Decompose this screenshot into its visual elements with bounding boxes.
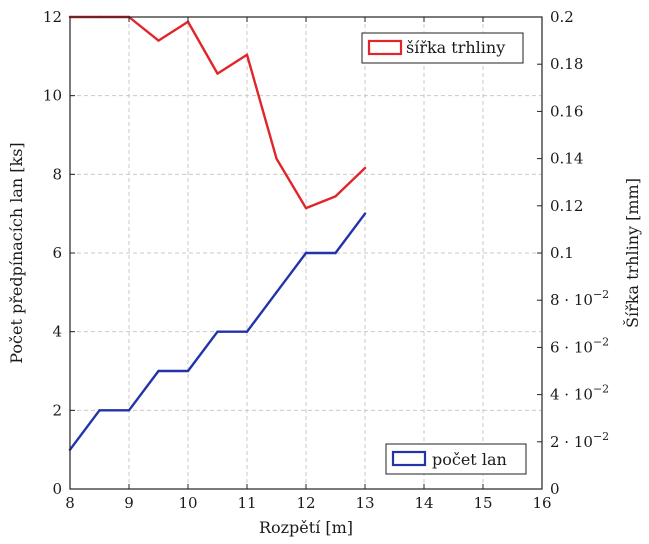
x-axis-title: Rozpětí [m]	[259, 518, 353, 537]
y-right-tick-label-9: 0.18	[550, 55, 583, 73]
legend-label-crack-width: šířka trhliny	[406, 38, 505, 57]
series-1-point-3	[157, 369, 160, 373]
series-1-point-9	[334, 251, 337, 255]
series-0-point-3	[157, 39, 160, 42]
y-right-axis-title: Šířka trhliny [mm]	[622, 178, 642, 328]
y-right-tick-label-3: 6 · 10−2	[550, 335, 609, 356]
legend-cable-count: počet lan	[385, 443, 527, 475]
x-tick-label-4: 12	[296, 494, 315, 512]
series-1-point-10	[363, 212, 367, 215]
series-1-point-7	[275, 291, 278, 294]
series-line-0	[68, 15, 367, 210]
y-left-axis-title: Počet předpínacích lan [ks]	[7, 142, 26, 363]
y-left-tick-label-2: 4	[52, 323, 62, 341]
legend-crack-width: šířka trhliny	[361, 32, 524, 64]
x-tick-label-1: 9	[124, 494, 134, 512]
series-0-point-10	[363, 166, 367, 170]
y-right-tick-label-6: 0.12	[550, 197, 583, 215]
legend-label-cable-count: počet lan	[432, 450, 507, 469]
series-1-point-8	[304, 251, 308, 255]
y-right-tick-label-7: 0.14	[550, 150, 583, 168]
x-tick-label-0: 8	[65, 494, 75, 512]
legend-swatch-crack-width	[367, 39, 403, 56]
y-left-tick-label-3: 6	[52, 244, 62, 262]
x-tick-label-5: 13	[355, 494, 374, 512]
series-1-point-4	[186, 369, 190, 373]
y-right-tick-label-4: 8 · 10−2	[550, 288, 609, 309]
y-right-tick-label-0: 0	[550, 480, 560, 498]
x-tick-label-3: 11	[237, 494, 256, 512]
series-1-point-6	[245, 330, 249, 333]
series-layer	[68, 15, 367, 451]
series-0-point-5	[216, 72, 219, 75]
x-tick-label-7: 15	[473, 494, 492, 512]
y-left-tick-label-6: 12	[43, 8, 62, 26]
series-0-point-9	[334, 195, 337, 198]
y-right-tick-label-10: 0.2	[550, 8, 574, 26]
y-left-tick-label-4: 8	[52, 165, 62, 183]
series-1-point-2	[127, 409, 131, 412]
x-tick-label-8: 16	[532, 494, 551, 512]
series-0-point-8	[304, 206, 308, 210]
x-tick-label-2: 10	[178, 494, 197, 512]
y-left-tick-label-1: 2	[52, 401, 62, 419]
ticks	[69, 16, 543, 490]
y-right-tick-label-2: 4 · 10−2	[550, 383, 609, 404]
legend-swatch-cable-count	[391, 450, 427, 467]
y-right-tick-label-1: 2 · 10−2	[550, 430, 609, 451]
y-left-tick-label-5: 10	[43, 87, 62, 105]
y-right-tick-label-8: 0.16	[550, 102, 583, 120]
series-0-point-6	[245, 53, 249, 56]
y-left-tick-label-0: 0	[52, 480, 62, 498]
series-1-point-1	[98, 409, 101, 412]
y-right-tick-label-5: 0.1	[550, 244, 574, 262]
series-0-point-7	[275, 157, 278, 160]
series-1-point-5	[216, 330, 219, 333]
x-tick-label-6: 14	[414, 494, 433, 512]
